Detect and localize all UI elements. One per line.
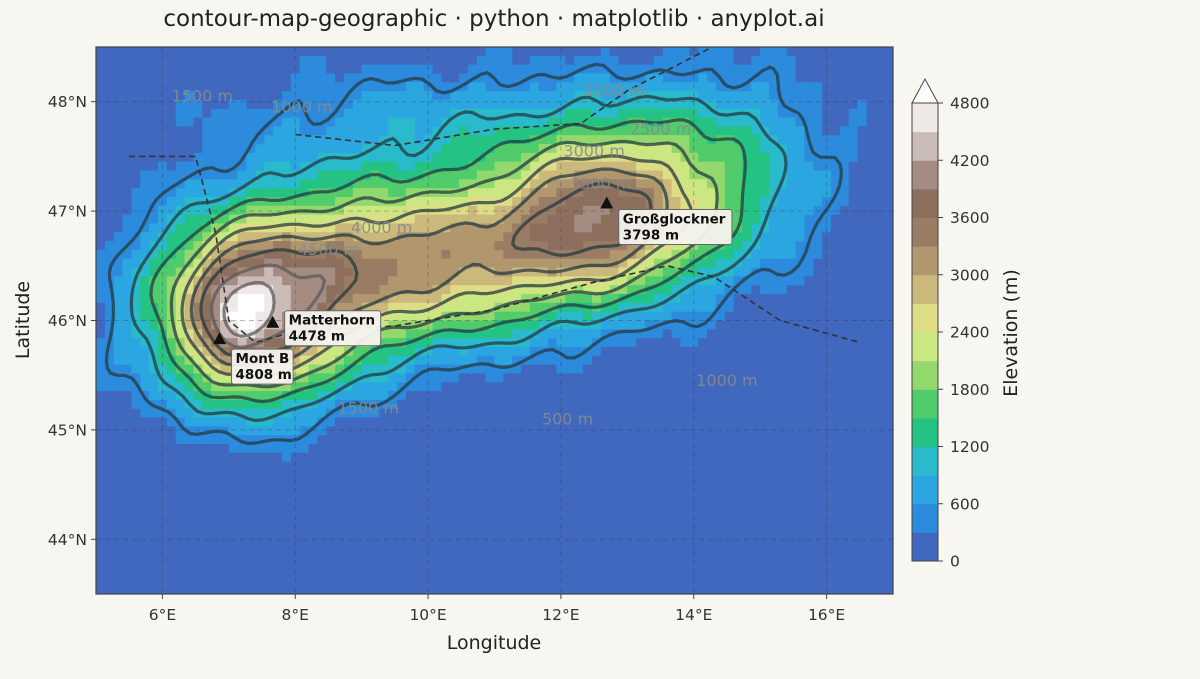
colorbar-tick-label: 0 bbox=[950, 553, 960, 571]
colorbar-tick-label: 3000 bbox=[950, 266, 989, 284]
colorbar-band bbox=[912, 246, 938, 275]
colorbar-tick-label: 1200 bbox=[950, 438, 989, 456]
chart-title: contour-map-geographic · python · matplo… bbox=[163, 6, 824, 32]
contour-label: 4000 m bbox=[351, 218, 412, 237]
peak-elevation: 3798 m bbox=[623, 227, 679, 243]
y-tick-label: 48°N bbox=[48, 93, 87, 111]
y-axis-label: Latitude bbox=[12, 281, 34, 359]
colorbar-band bbox=[912, 418, 938, 447]
colorbar-tick-label: 600 bbox=[950, 495, 980, 513]
x-tick-label: 10°E bbox=[409, 606, 446, 624]
contour-label: 1500 m bbox=[338, 398, 399, 417]
y-tick-label: 45°N bbox=[48, 421, 87, 439]
colorbar-band bbox=[912, 132, 938, 161]
contour-label: 1000 m bbox=[271, 98, 332, 117]
y-axis-ticks: 44°N 45°N 46°N 47°N 48°N bbox=[48, 93, 96, 549]
colorbar-band bbox=[912, 532, 938, 561]
x-axis-ticks: 6°E 8°E 10°E 12°E 14°E 16°E bbox=[149, 594, 846, 624]
colorbar-band bbox=[912, 475, 938, 504]
colorbar-label: Elevation (m) bbox=[1000, 269, 1022, 397]
colorbar-band bbox=[912, 447, 938, 476]
contour-label: 3000 m bbox=[563, 141, 624, 160]
colorbar-band bbox=[912, 332, 938, 361]
colorbar-tick-label: 4800 bbox=[950, 95, 989, 113]
peak-name: Großglockner bbox=[623, 211, 726, 227]
peak-name: Mont B bbox=[236, 351, 290, 367]
colorbar-tick-label: 2400 bbox=[950, 324, 989, 342]
x-axis-label: Longitude bbox=[447, 632, 542, 654]
contour-label: 2000 m bbox=[583, 81, 644, 100]
contour-label: 3500 m bbox=[570, 174, 631, 193]
peak-elevation: 4478 m bbox=[289, 329, 345, 345]
contour-label: 1000 m bbox=[696, 371, 757, 390]
colorbar-band bbox=[912, 218, 938, 247]
colorbar-band bbox=[912, 160, 938, 189]
colorbar-band bbox=[912, 361, 938, 390]
peak-elevation: 4808 m bbox=[236, 367, 292, 383]
x-tick-label: 14°E bbox=[675, 606, 712, 624]
x-tick-label: 16°E bbox=[808, 606, 845, 624]
colorbar-band bbox=[912, 303, 938, 332]
x-tick-label: 8°E bbox=[282, 606, 309, 624]
colorbar-band bbox=[912, 275, 938, 304]
colorbar-tick-label: 4200 bbox=[950, 152, 989, 170]
y-tick-label: 44°N bbox=[48, 531, 87, 549]
x-tick-label: 12°E bbox=[542, 606, 579, 624]
colorbar-extend-arrow bbox=[912, 79, 938, 103]
contour-label: 4500 m bbox=[298, 240, 359, 259]
colorbar-tick-label: 3600 bbox=[950, 209, 989, 227]
contour-label: 2500 m bbox=[630, 120, 691, 139]
colorbar-band bbox=[912, 389, 938, 418]
colorbar-tick-label: 1800 bbox=[950, 381, 989, 399]
colorbar: 0 600 1200 1800 2400 3000 3600 4200 4800 bbox=[912, 79, 989, 571]
colorbar-band bbox=[912, 504, 938, 533]
y-tick-label: 46°N bbox=[48, 312, 87, 330]
y-tick-label: 47°N bbox=[48, 203, 87, 221]
x-tick-label: 6°E bbox=[149, 606, 176, 624]
colorbar-band bbox=[912, 103, 938, 132]
contour-label: 500 m bbox=[542, 409, 593, 428]
contour-label: 1500 m bbox=[172, 87, 233, 106]
peak-name: Matterhorn bbox=[289, 313, 375, 329]
colorbar-band bbox=[912, 189, 938, 218]
